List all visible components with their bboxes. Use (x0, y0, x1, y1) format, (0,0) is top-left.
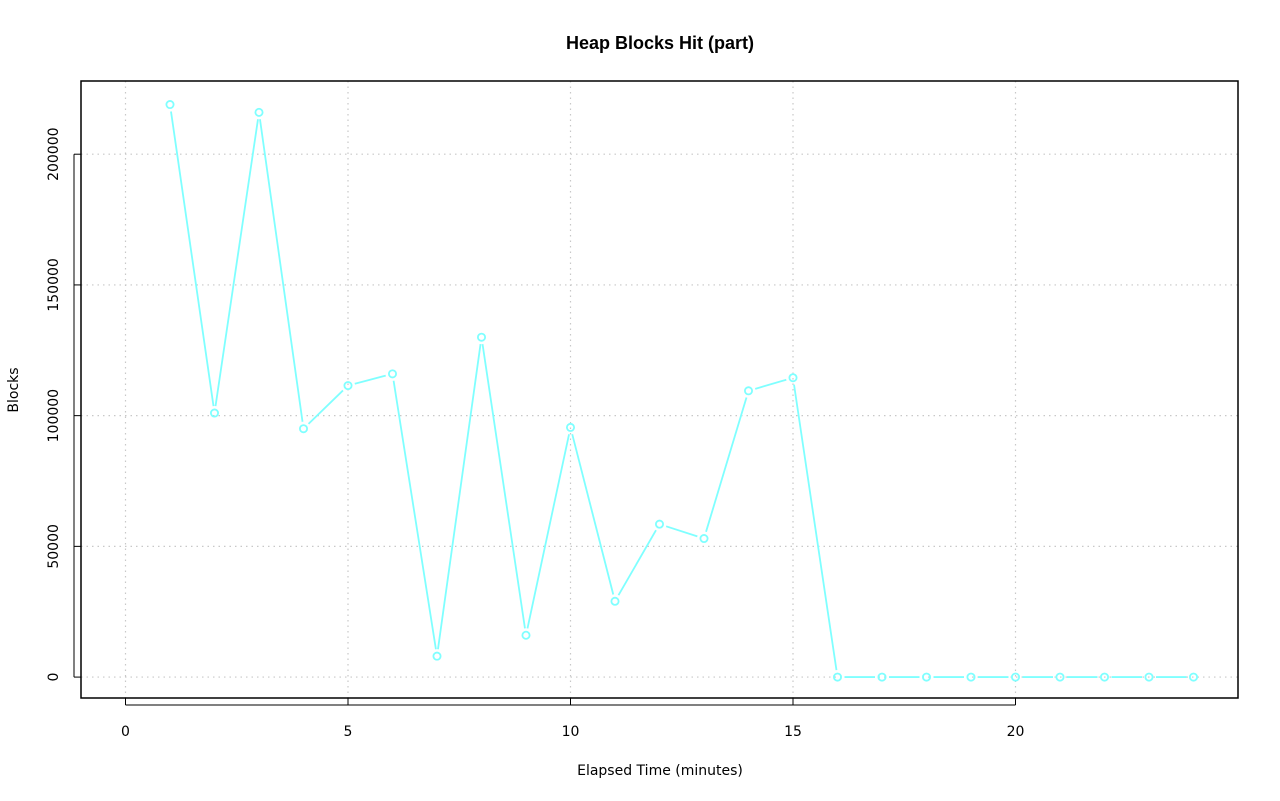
x-tick-label: 10 (562, 724, 580, 740)
data-point (165, 100, 175, 110)
data-point (254, 107, 264, 117)
series-segment (437, 344, 482, 650)
data-point (1144, 672, 1154, 682)
series-group (165, 100, 1199, 682)
y-tick-label: 50000 (46, 524, 62, 569)
data-point (1011, 672, 1021, 682)
series-segment (392, 380, 437, 650)
chart-title: Heap Blocks Hit (part) (566, 33, 754, 53)
series-segment (214, 119, 259, 407)
y-axis-label: Blocks (6, 367, 22, 412)
series-segment (170, 111, 215, 407)
data-point (1055, 672, 1065, 682)
plot-border (80, 80, 1239, 699)
x-tick-label: 5 (344, 724, 353, 740)
series-segment (259, 119, 304, 422)
data-point (922, 672, 932, 682)
data-point (566, 422, 576, 432)
data-point (1189, 672, 1199, 682)
data-point (699, 534, 709, 544)
data-point (744, 386, 754, 396)
data-point (387, 369, 397, 379)
series-segment (665, 525, 698, 538)
data-point (521, 630, 531, 640)
data-point (877, 672, 887, 682)
data-point (209, 408, 219, 418)
x-tick-label: 0 (121, 724, 130, 740)
series-segment (571, 433, 615, 595)
axes: 0 5 10 15 20 0 50000 100000 150000 200000 (46, 127, 1024, 740)
y-tick-label: 150000 (46, 258, 62, 311)
data-point (833, 672, 843, 682)
data-point (1100, 672, 1110, 682)
series-segment (481, 344, 526, 629)
x-tick-label: 15 (784, 724, 802, 740)
x-axis-label: Elapsed Time (minutes) (577, 763, 743, 779)
data-point (298, 424, 308, 434)
x-tick-label: 20 (1007, 724, 1025, 740)
data-point (610, 596, 620, 606)
series-segment (354, 374, 386, 385)
series-segment (754, 378, 787, 390)
series-segment (526, 434, 570, 629)
series-segment (793, 384, 838, 671)
data-point (343, 381, 353, 391)
y-tick-label: 200000 (46, 127, 62, 180)
series-segment (617, 529, 657, 596)
data-point (966, 672, 976, 682)
series-segment (307, 389, 344, 425)
data-point (432, 651, 442, 661)
y-tick-label: 100000 (46, 389, 62, 442)
y-tick-label: 0 (46, 673, 62, 682)
data-point (655, 519, 665, 529)
data-point (788, 373, 798, 383)
data-point (476, 332, 486, 342)
grid (81, 81, 1238, 698)
series-segment (705, 397, 748, 533)
